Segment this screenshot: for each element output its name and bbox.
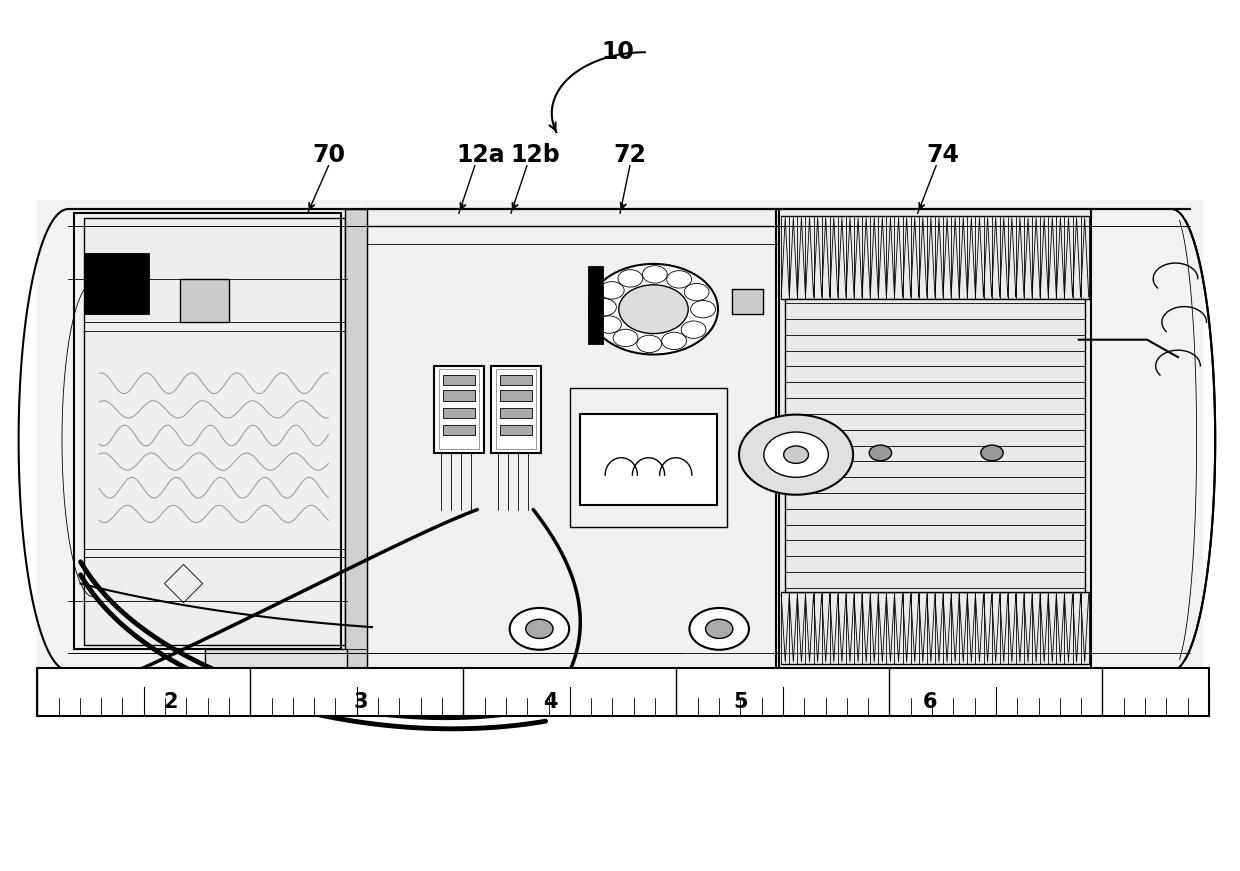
Bar	[180, 279, 229, 322]
Bar	[205, 649, 347, 701]
Bar	[443, 390, 475, 401]
Bar	[580, 414, 717, 505]
Text: 74: 74	[926, 143, 959, 167]
Circle shape	[589, 264, 718, 354]
Circle shape	[869, 445, 892, 461]
Text: 6: 6	[923, 692, 937, 712]
Bar	[74, 213, 341, 649]
Bar	[570, 388, 727, 527]
Bar	[779, 209, 1091, 671]
Circle shape	[784, 446, 808, 463]
Bar	[37, 200, 1203, 706]
Text: 12b: 12b	[511, 143, 560, 167]
Circle shape	[981, 445, 1003, 461]
Bar	[434, 366, 484, 453]
Bar	[496, 369, 536, 449]
Bar	[785, 299, 1085, 592]
Bar	[84, 253, 149, 314]
Bar	[443, 375, 475, 385]
Text: 2: 2	[164, 692, 179, 712]
Bar	[443, 425, 475, 436]
Text: 4: 4	[543, 692, 558, 712]
Circle shape	[619, 285, 688, 334]
Bar	[588, 266, 603, 344]
Circle shape	[706, 619, 733, 638]
Bar	[84, 218, 345, 645]
Bar	[37, 668, 1209, 716]
Bar	[732, 289, 763, 314]
Bar	[500, 390, 532, 401]
Text: 3: 3	[353, 692, 368, 712]
Bar	[500, 408, 532, 418]
Circle shape	[510, 608, 569, 650]
Circle shape	[526, 619, 553, 638]
Text: 5: 5	[733, 692, 748, 712]
Bar	[500, 425, 532, 436]
Text: 12a: 12a	[456, 143, 506, 167]
Text: 70: 70	[312, 143, 345, 167]
Bar	[500, 375, 532, 385]
Bar	[367, 209, 776, 671]
Circle shape	[689, 608, 749, 650]
Text: 10: 10	[601, 40, 634, 64]
Bar	[439, 369, 479, 449]
Bar	[491, 366, 541, 453]
Circle shape	[764, 432, 828, 477]
Text: 72: 72	[614, 143, 646, 167]
Bar	[345, 209, 367, 671]
Circle shape	[739, 415, 853, 495]
Bar	[443, 408, 475, 418]
